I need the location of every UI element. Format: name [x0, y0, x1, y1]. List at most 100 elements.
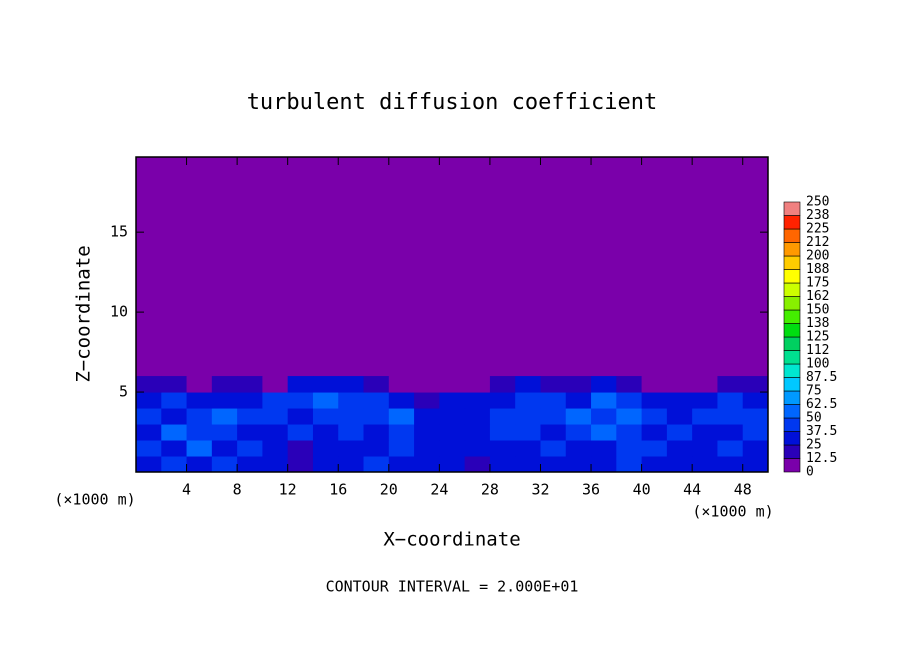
heat-cell: [591, 440, 617, 457]
heat-cell: [464, 456, 491, 473]
colorbar-swatch: [783, 309, 801, 324]
colorbar-label: 100: [806, 357, 829, 372]
heat-cell: [363, 424, 390, 441]
heat-cell: [565, 456, 592, 473]
heat-cell: [641, 440, 668, 457]
heat-cell: [692, 408, 718, 425]
heat-cell: [439, 408, 466, 425]
heat-cell: [312, 456, 339, 473]
heat-cell: [464, 440, 491, 457]
colorbar-swatch: [783, 431, 801, 446]
contour-interval: CONTOUR INTERVAL = 2.000E+01: [326, 578, 579, 596]
x-tick-label: 36: [582, 481, 600, 499]
heat-cell: [287, 440, 314, 457]
colorbar-swatch: [783, 282, 801, 297]
heat-cell: [565, 392, 592, 409]
colorbar-swatch: [783, 390, 801, 405]
heat-cell: [287, 376, 314, 393]
x-tick-label: 12: [279, 481, 297, 499]
heat-cell: [742, 440, 769, 457]
colorbar-label: 200: [806, 249, 829, 264]
heat-cell: [666, 376, 693, 393]
heat-cell: [540, 376, 567, 393]
heat-cell: [641, 408, 668, 425]
heat-cell: [237, 376, 263, 393]
heat-cell: [338, 392, 365, 409]
heat-cell: [161, 456, 188, 473]
heat-cell: [262, 392, 289, 409]
colorbar-swatch: [783, 255, 801, 270]
heat-cell: [591, 392, 617, 409]
heat-cell: [211, 456, 238, 473]
heat-cell: [489, 392, 516, 409]
x-tick-label: 8: [233, 481, 242, 499]
colorbar-label: 175: [806, 276, 829, 291]
heat-cell: [136, 424, 162, 441]
heat-cell: [186, 408, 213, 425]
heat-cell: [262, 424, 289, 441]
heat-cell: [262, 456, 289, 473]
heat-cell: [211, 408, 238, 425]
heat-cell: [338, 424, 365, 441]
colorbar-label: 0: [806, 465, 814, 480]
heat-cell: [742, 376, 769, 393]
heat-cell: [692, 456, 718, 473]
heat-cell: [540, 424, 567, 441]
colorbar-swatch: [783, 363, 801, 378]
y-axis-label: Z−coordinate: [73, 245, 95, 382]
colorbar-swatch: [783, 215, 801, 230]
x-tick-label: 28: [481, 481, 499, 499]
heat-cell: [717, 392, 744, 409]
heat-cell: [489, 456, 516, 473]
heat-cell: [388, 456, 415, 473]
heat-cell: [211, 440, 238, 457]
heat-cell: [616, 456, 643, 473]
heat-cell: [186, 440, 213, 457]
heat-cell: [439, 376, 466, 393]
colorbar-swatch: [783, 242, 801, 257]
heat-cell: [616, 392, 643, 409]
colorbar-label: 12.5: [806, 451, 837, 466]
heat-cell: [515, 456, 541, 473]
heat-cell: [515, 376, 541, 393]
colorbar-label: 75: [806, 384, 822, 399]
colorbar-swatch: [783, 201, 801, 216]
heat-cell: [540, 456, 567, 473]
x-tick-label: 4: [182, 481, 191, 499]
heat-cell: [540, 408, 567, 425]
heat-cell: [565, 424, 592, 441]
heat-cell: [414, 392, 440, 409]
heat-cell: [565, 408, 592, 425]
x-tick-label: 24: [430, 481, 448, 499]
colorbar-swatch: [783, 269, 801, 284]
colorbar-swatch: [783, 336, 801, 351]
heat-cell: [237, 456, 263, 473]
colorbar-label: 238: [806, 208, 829, 223]
heat-cell: [237, 408, 263, 425]
colorbar-label: 225: [806, 222, 829, 237]
heat-cell: [136, 376, 162, 393]
heat-cell: [692, 440, 718, 457]
colorbar-label: 250: [806, 195, 829, 210]
colorbar-swatch: [783, 296, 801, 311]
heat-cell: [136, 392, 162, 409]
heat-cell: [742, 392, 769, 409]
heat-cell: [363, 376, 390, 393]
colorbar-label: 112: [806, 343, 829, 358]
heat-cell: [666, 424, 693, 441]
heat-cell: [641, 392, 668, 409]
heat-cell: [338, 408, 365, 425]
colorbar-label: 188: [806, 262, 829, 277]
heat-cell: [616, 408, 643, 425]
heat-cell: [136, 440, 162, 457]
heat-cell: [388, 408, 415, 425]
colorbar-swatch: [783, 350, 801, 365]
x-tick-label: 20: [380, 481, 398, 499]
heat-cell: [616, 440, 643, 457]
heat-cell: [161, 440, 188, 457]
colorbar-label: 62.5: [806, 397, 837, 412]
heat-cell: [186, 376, 213, 393]
heat-cell: [717, 440, 744, 457]
plot-frame: [135, 156, 769, 473]
x-tick-label: 32: [531, 481, 549, 499]
